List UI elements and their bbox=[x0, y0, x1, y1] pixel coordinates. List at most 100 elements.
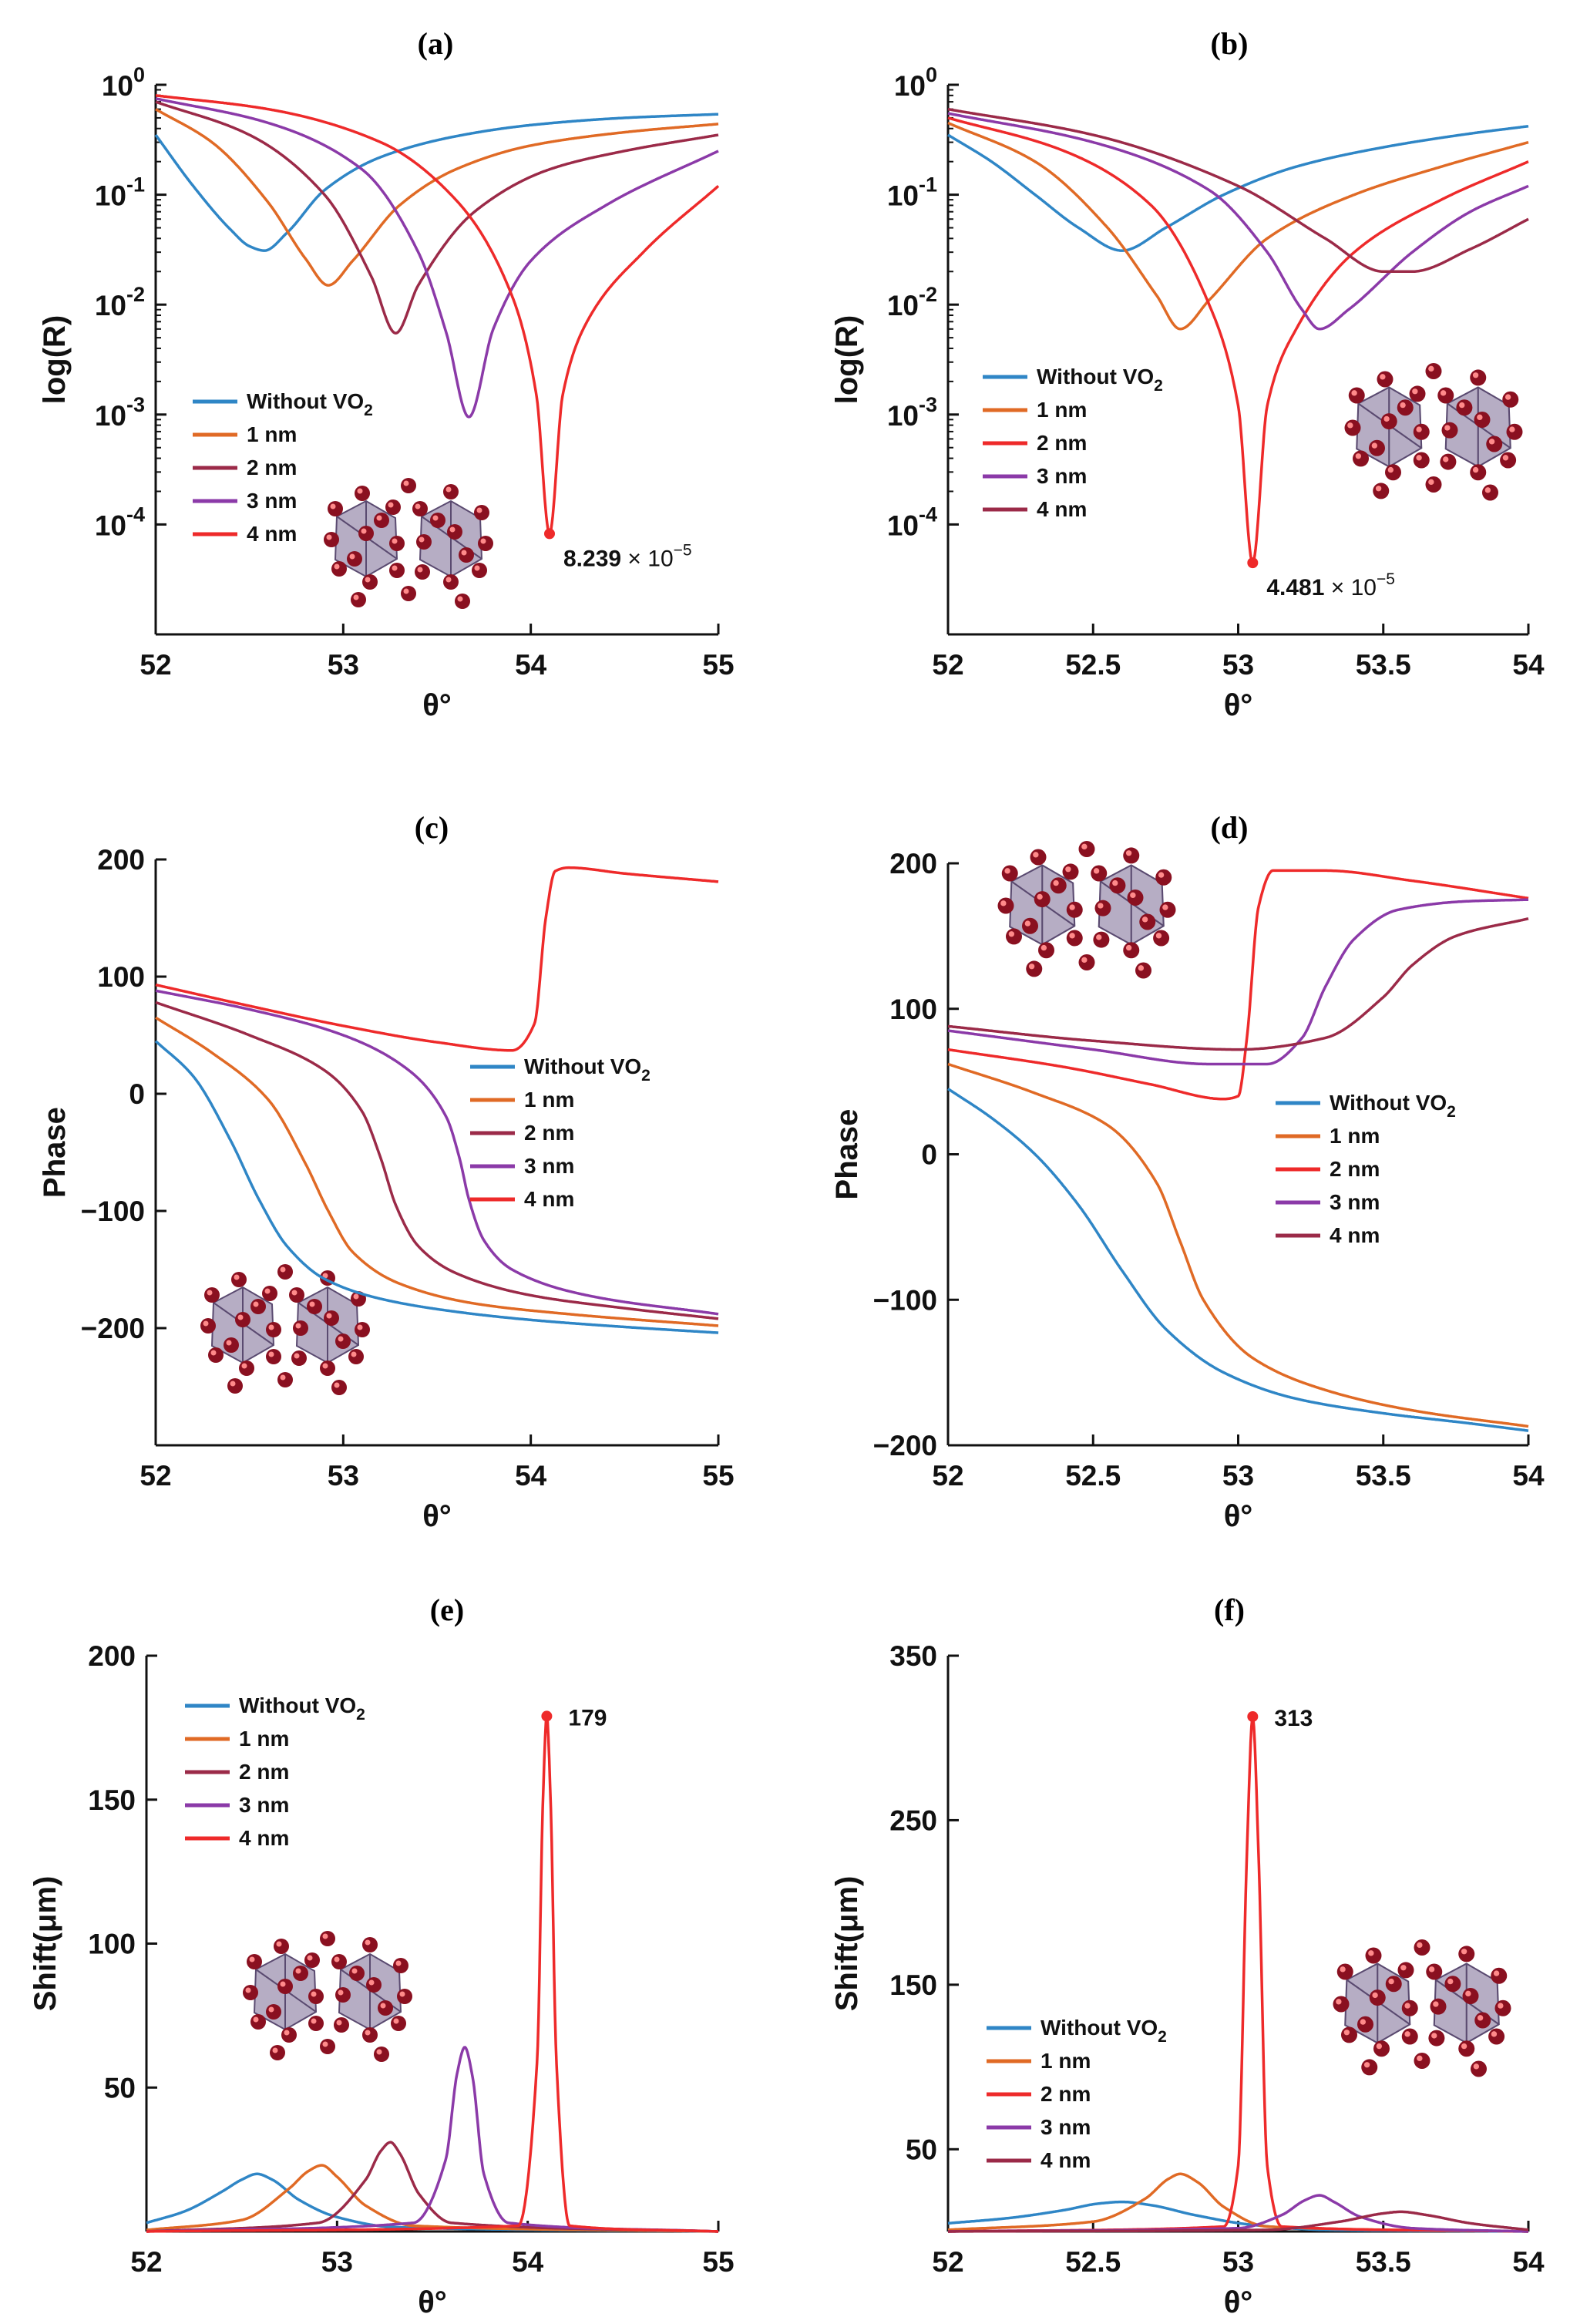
y-tick-label: 10-2 bbox=[95, 283, 145, 321]
oxygen-atom bbox=[1414, 2053, 1430, 2069]
oxygen-atom bbox=[1506, 423, 1523, 440]
series-line-1-nm bbox=[947, 121, 1529, 331]
y-tick-label: 250 bbox=[889, 1804, 937, 1836]
x-tick-label: 52 bbox=[130, 2246, 162, 2278]
y-tick-label: 10-2 bbox=[887, 283, 937, 321]
oxygen-atom bbox=[1500, 452, 1517, 469]
y-tick-label: 200 bbox=[889, 848, 937, 879]
oxygen-atom bbox=[362, 574, 378, 590]
x-axis-label: θ° bbox=[422, 1499, 452, 1533]
legend-entry: 2 nm bbox=[239, 1760, 289, 1784]
peak-value-label: 179 bbox=[568, 1705, 607, 1730]
y-tick-label: 10-4 bbox=[887, 503, 937, 541]
oxygen-atom bbox=[331, 561, 347, 577]
legend-entry: 4 nm bbox=[1037, 497, 1087, 521]
oxygen-atom bbox=[474, 505, 489, 520]
x-tick-label: 53 bbox=[321, 2246, 353, 2278]
legend-entry: 2 nm bbox=[1037, 431, 1087, 455]
oxygen-atom bbox=[204, 1287, 220, 1303]
x-tick-label: 52 bbox=[140, 1460, 171, 1492]
oxygen-atom bbox=[1135, 962, 1151, 979]
legend-entry: 3 nm bbox=[1330, 1190, 1380, 1214]
oxygen-atom bbox=[1494, 1999, 1511, 2016]
series-line-2-nm bbox=[947, 116, 1529, 564]
legend-entry: 4 nm bbox=[524, 1187, 574, 1211]
oxygen-atom bbox=[1123, 942, 1140, 959]
oxygen-atom bbox=[362, 1937, 378, 1952]
y-tick-label: 10-3 bbox=[887, 393, 937, 432]
vo2-crystal-icon bbox=[243, 1931, 412, 2062]
legend-entry: Without VO2 bbox=[239, 1693, 365, 1724]
oxygen-atom bbox=[208, 1347, 224, 1363]
oxygen-atom bbox=[443, 574, 459, 590]
x-axis-label: θ° bbox=[418, 2285, 447, 2319]
legend-entry: 2 nm bbox=[247, 456, 297, 479]
oxygen-atom bbox=[416, 534, 432, 550]
oxygen-atom bbox=[1361, 2059, 1378, 2076]
oxygen-atom bbox=[355, 486, 370, 501]
oxygen-atom bbox=[1153, 930, 1170, 947]
oxygen-atom bbox=[401, 586, 416, 601]
series-line-2-nm bbox=[947, 869, 1529, 1101]
oxygen-atom bbox=[412, 501, 428, 516]
y-tick-label: 100 bbox=[88, 1929, 136, 1960]
oxygen-atom bbox=[1414, 1939, 1430, 1956]
oxygen-atom bbox=[293, 1320, 308, 1336]
oxygen-atom bbox=[1486, 436, 1503, 452]
oxygen-atom bbox=[320, 2039, 335, 2054]
oxygen-atom bbox=[391, 2016, 406, 2031]
oxygen-atom bbox=[227, 1378, 243, 1394]
oxygen-atom bbox=[1001, 865, 1018, 882]
legend-entry: 3 nm bbox=[1037, 464, 1087, 488]
oxygen-atom bbox=[401, 478, 416, 493]
panel-title: (e) bbox=[430, 1592, 464, 1627]
y-axis-label: Shift(μm) bbox=[29, 1876, 62, 2012]
oxygen-atom bbox=[1413, 423, 1430, 440]
oxygen-atom bbox=[277, 1264, 293, 1280]
peak-marker bbox=[1247, 557, 1259, 569]
oxygen-atom bbox=[997, 897, 1014, 914]
oxygen-atom bbox=[1428, 2030, 1445, 2047]
series-line-1-nm bbox=[947, 1062, 1529, 1428]
oxygen-atom bbox=[1471, 2060, 1487, 2077]
oxygen-atom bbox=[1066, 930, 1083, 947]
legend-entry: 1 nm bbox=[1330, 1124, 1380, 1148]
oxygen-atom bbox=[289, 1287, 304, 1303]
oxygen-atom bbox=[348, 1349, 364, 1364]
min-reflectance-label: 8.239 × 10−5 bbox=[563, 541, 692, 571]
oxygen-atom bbox=[1078, 841, 1095, 857]
legend-entry: 2 nm bbox=[1330, 1157, 1380, 1181]
y-axis-label: Phase bbox=[830, 1109, 864, 1200]
oxygen-atom bbox=[320, 1360, 335, 1376]
series-line-3-nm bbox=[947, 898, 1528, 1066]
peak-marker bbox=[1247, 1710, 1259, 1722]
oxygen-atom bbox=[281, 2027, 297, 2043]
oxygen-atom bbox=[328, 501, 343, 516]
oxygen-atom bbox=[1397, 399, 1414, 416]
oxygen-atom bbox=[239, 1360, 254, 1376]
oxygen-atom bbox=[415, 564, 430, 580]
oxygen-atom bbox=[1458, 2040, 1475, 2057]
legend-entry: 1 nm bbox=[247, 422, 297, 446]
vo2-crystal-icon bbox=[1344, 363, 1523, 501]
min-reflectance-label: 4.481 × 10−5 bbox=[1266, 570, 1395, 600]
oxygen-atom bbox=[235, 1312, 250, 1327]
oxygen-atom bbox=[1474, 2012, 1491, 2029]
y-tick-label: 10-3 bbox=[95, 393, 145, 432]
oxygen-atom bbox=[320, 1931, 335, 1946]
oxygen-atom bbox=[1034, 891, 1051, 908]
legend: Without VO2 1 nm 2 nm 3 nm 4 nm bbox=[185, 1693, 365, 1850]
oxygen-atom bbox=[307, 1299, 322, 1314]
oxygen-atom bbox=[455, 594, 470, 609]
oxygen-atom bbox=[374, 2047, 389, 2062]
series-line-2-nm bbox=[155, 100, 719, 335]
oxygen-atom bbox=[1333, 1996, 1350, 2013]
legend-entry: 1 nm bbox=[239, 1727, 289, 1751]
oxygen-atom bbox=[1470, 464, 1487, 481]
y-axis-label: log(R) bbox=[830, 315, 864, 405]
x-axis-label: θ° bbox=[422, 688, 452, 722]
oxygen-atom bbox=[1430, 1998, 1447, 2015]
x-tick-label: 54 bbox=[515, 649, 547, 681]
y-tick-label: 10-1 bbox=[95, 173, 145, 212]
x-tick-label: 55 bbox=[702, 2246, 734, 2278]
